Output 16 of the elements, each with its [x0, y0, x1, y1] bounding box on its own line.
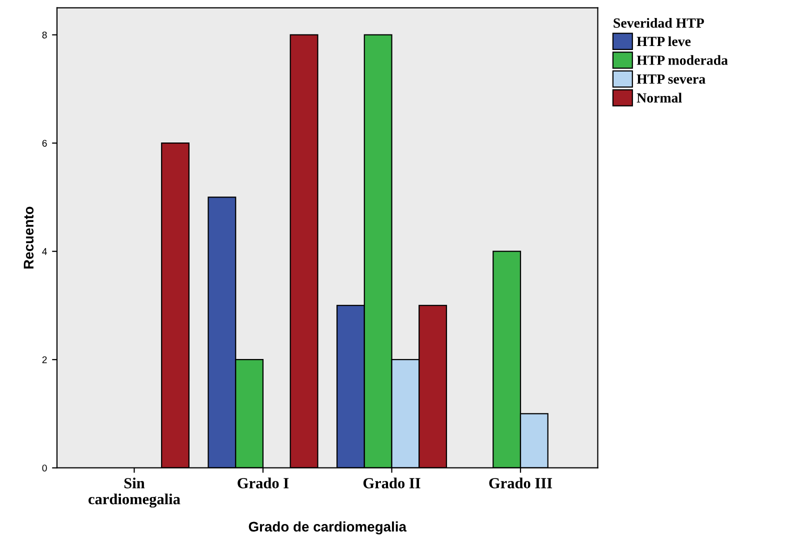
legend-title: Severidad HTP — [614, 18, 704, 28]
legend-label: HTP leve — [636, 36, 691, 46]
x-tick-label: Grado III — [489, 478, 552, 488]
y-tick-label: 6 — [42, 140, 47, 147]
y-tick-label: 4 — [42, 248, 47, 255]
x-axis-title: Grado de cardiomegalia — [248, 521, 407, 534]
y-tick-label: 2 — [42, 356, 47, 364]
legend-label: Normal — [636, 92, 682, 103]
legend-label: HTP severa — [636, 74, 706, 84]
y-tick-label: 0 — [42, 464, 47, 472]
x-tick-label: Grado II — [363, 478, 420, 488]
y-tick-label: 8 — [42, 32, 47, 38]
x-tick-label: Grado I — [238, 478, 289, 488]
x-tick-label: Sin cardiomegalia — [88, 478, 180, 508]
legend-label: HTP moderada — [636, 55, 728, 65]
y-axis-title: Recuento — [24, 206, 34, 269]
